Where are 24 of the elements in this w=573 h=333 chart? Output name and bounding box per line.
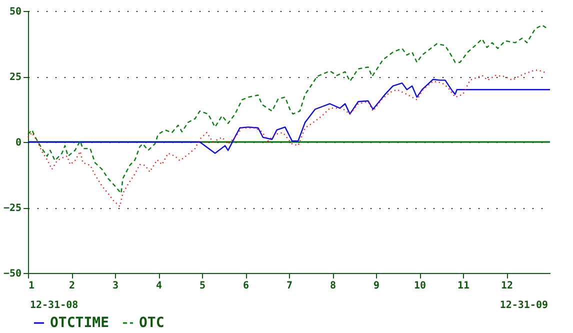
x-tick-label: 4 [156,280,162,292]
x-tick-label: 3 [112,280,119,292]
x-tick-label: 6 [242,280,250,292]
y-tick-label: 25 [9,72,22,83]
x-tick-label: 11 [457,280,470,292]
legend-label: OTC [139,315,164,331]
y-tick-label: −25 [3,203,22,214]
x-tick-label: 10 [414,280,426,292]
x-tick-label: 1 [28,280,35,292]
line-series [27,69,547,208]
x-tick-label: 8 [330,280,336,292]
x-tick-label: 2 [68,280,76,292]
y-tick-label: 50 [9,6,22,18]
x-tick-label: 5 [199,280,206,292]
legend-label: OTCTIME [50,315,110,331]
text: 12-31-09 [500,300,548,311]
y-tick-label: −50 [3,268,22,280]
line-series [27,24,547,194]
x-tick-label: 12 [500,280,514,292]
x-tick-label: 7 [286,280,293,292]
y-tick-label: 0 [15,138,22,148]
text: 12-31-08 [30,300,78,311]
line-series [27,78,551,154]
x-tick-label: 9 [373,280,380,292]
